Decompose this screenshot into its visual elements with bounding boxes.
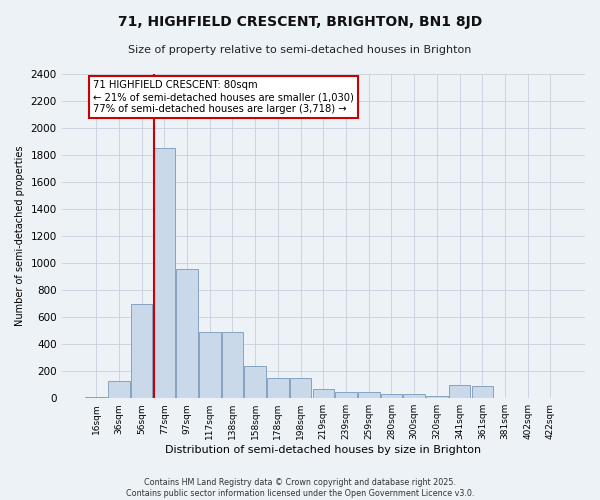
Bar [85, 397, 107, 398]
Text: Size of property relative to semi-detached houses in Brighton: Size of property relative to semi-detach… [128, 45, 472, 55]
Bar [472, 386, 493, 398]
Bar [108, 380, 130, 398]
Bar [176, 268, 198, 398]
Bar [426, 396, 448, 398]
Bar [313, 389, 334, 398]
Bar [199, 332, 221, 398]
Bar [449, 384, 470, 398]
Text: 71 HIGHFIELD CRESCENT: 80sqm
← 21% of semi-detached houses are smaller (1,030)
7: 71 HIGHFIELD CRESCENT: 80sqm ← 21% of se… [93, 80, 354, 114]
Bar [131, 304, 152, 398]
Bar [358, 392, 380, 398]
Text: Contains HM Land Registry data © Crown copyright and database right 2025.
Contai: Contains HM Land Registry data © Crown c… [126, 478, 474, 498]
Text: 71, HIGHFIELD CRESCENT, BRIGHTON, BN1 8JD: 71, HIGHFIELD CRESCENT, BRIGHTON, BN1 8J… [118, 15, 482, 29]
Bar [380, 394, 402, 398]
Bar [267, 378, 289, 398]
Bar [222, 332, 243, 398]
Bar [403, 394, 425, 398]
X-axis label: Distribution of semi-detached houses by size in Brighton: Distribution of semi-detached houses by … [165, 445, 481, 455]
Bar [154, 148, 175, 398]
Bar [244, 366, 266, 398]
Bar [335, 392, 357, 398]
Y-axis label: Number of semi-detached properties: Number of semi-detached properties [15, 146, 25, 326]
Bar [290, 378, 311, 398]
